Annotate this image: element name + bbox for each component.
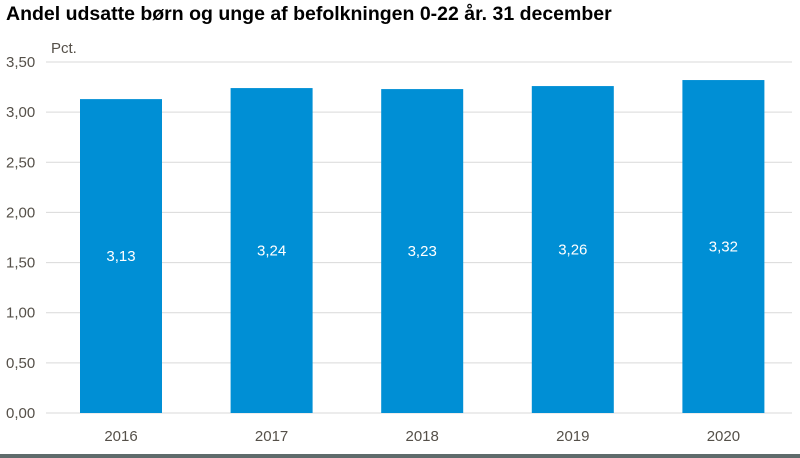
y-tick-label: 3,00 <box>6 104 35 121</box>
x-tick-label: 2019 <box>556 428 589 445</box>
y-tick-label: 2,50 <box>6 154 35 171</box>
bottom-border <box>0 454 800 458</box>
data-label: 3,32 <box>709 239 738 256</box>
y-tick-label: 1,50 <box>6 255 35 272</box>
bar-2019 <box>531 86 614 413</box>
data-label: 3,24 <box>257 243 286 260</box>
x-tick-label: 2017 <box>255 428 288 445</box>
data-label: 3,26 <box>558 242 587 259</box>
y-tick-label: 0,50 <box>6 355 35 372</box>
y-tick-label: 0,00 <box>6 405 35 422</box>
bar-2018 <box>381 89 464 413</box>
data-label: 3,13 <box>106 248 135 265</box>
y-tick-label: 2,00 <box>6 204 35 221</box>
y-axis-label: Pct. <box>51 40 77 57</box>
x-tick-label: 2020 <box>707 428 740 445</box>
bar-2016 <box>80 99 162 413</box>
y-tick-label: 1,00 <box>6 305 35 322</box>
data-label: 3,23 <box>408 243 437 260</box>
chart-title: Andel udsatte børn og unge af befolkning… <box>6 3 612 25</box>
y-tick-label: 3,50 <box>6 54 35 71</box>
bar-2020 <box>682 80 765 414</box>
bar-2017 <box>230 88 313 414</box>
x-tick-label: 2018 <box>406 428 439 445</box>
x-tick-label: 2016 <box>104 428 137 445</box>
